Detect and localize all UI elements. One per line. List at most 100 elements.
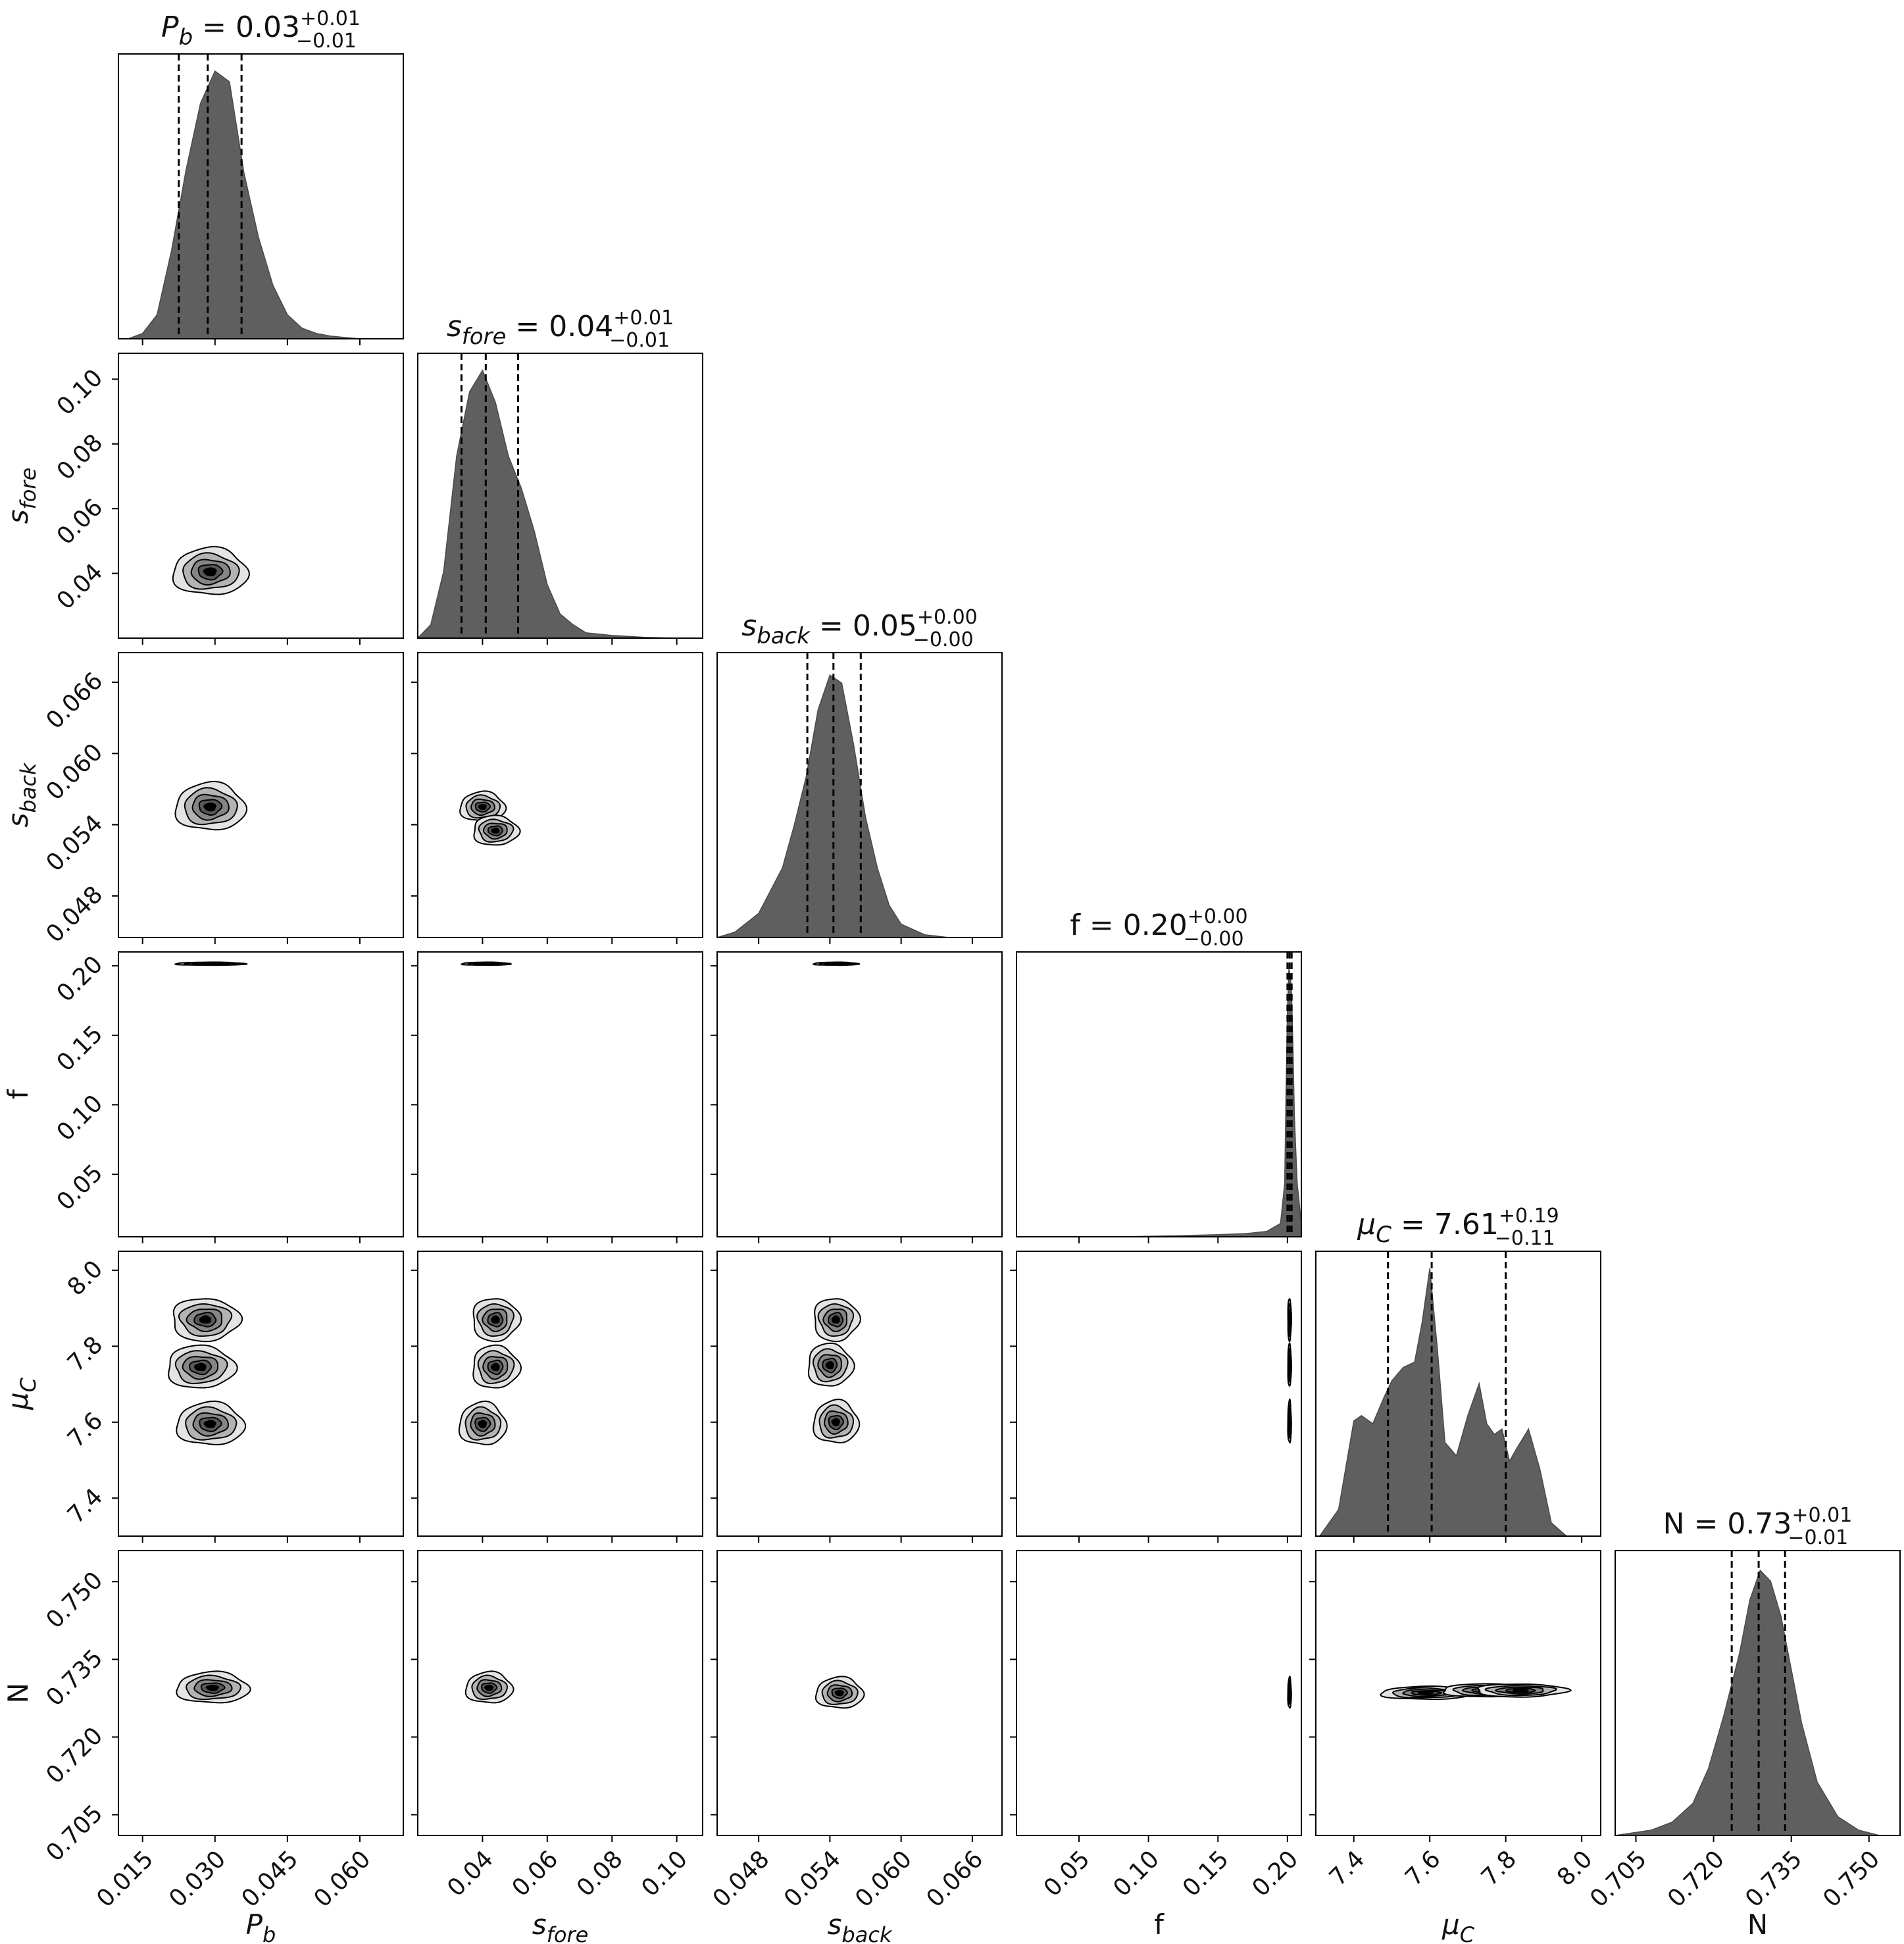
contour-panel-pb-n: 0.015 0.030 0.045 0.060 0.705 0.720 0.735 0.750: [41, 1550, 404, 1912]
contour-panel-f-n: 0.05 0.10 0.15 0.20: [1010, 1550, 1304, 1902]
x-tick-n-0: 0.705: [1585, 1845, 1652, 1912]
contour-sback-n-peak0-level4: [834, 1689, 844, 1697]
hist-panel-f: [1016, 951, 1302, 1243]
y-axis-label-sfore: sfore: [2, 468, 41, 524]
y-tick-n-1: 0.720: [41, 1722, 108, 1789]
param-title-sfore: sfore = 0.04+0.01 −0.01: [447, 307, 674, 352]
x-tick-f-1: 0.10: [1108, 1845, 1165, 1902]
y-tick-muc-0: 7.4: [63, 1483, 108, 1529]
x-tick-sback-3: 0.066: [921, 1845, 988, 1912]
contour-panel-f-muc: [1010, 1251, 1302, 1543]
y-tick-f-3: 0.20: [52, 951, 109, 1007]
contour-panel-pb-sfore: 0.04 0.06 0.08 0.10: [52, 353, 404, 645]
y-tick-muc-2: 7.8: [63, 1332, 108, 1377]
contour-pb-muc-peak2-level4: [199, 1315, 212, 1324]
x-axis-label-n: N: [1747, 1908, 1768, 1941]
hist-panel-muc: [1315, 1251, 1601, 1543]
y-tick-sfore-1: 0.06: [52, 494, 109, 551]
contour-panel-pb-muc: 7.4 7.6 7.8 8.0: [63, 1251, 404, 1543]
y-axis-label-sback: sback: [2, 762, 41, 827]
histogram-muc: [1318, 1268, 1568, 1536]
x-axis-label-muc: μC: [1441, 1908, 1475, 1944]
y-axis-label-muc: μC: [2, 1377, 41, 1410]
contour-sfore-n-peak0-level4: [484, 1684, 493, 1691]
x-tick-muc-1: 7.6: [1400, 1845, 1445, 1891]
contour-sback-muc-peak2-level4: [831, 1315, 840, 1324]
y-tick-n-2: 0.735: [41, 1645, 108, 1712]
x-tick-n-3: 0.750: [1818, 1845, 1885, 1912]
hist-panel-sback: [716, 652, 1003, 944]
contour-sback-muc-peak0-level4: [831, 1418, 840, 1426]
y-tick-sfore-0: 0.04: [52, 559, 109, 615]
x-axis-label-pb: Pb: [246, 1908, 276, 1944]
contour-muc-n-peak2-level4: [1513, 1688, 1529, 1692]
y-tick-sback-1: 0.054: [41, 810, 108, 877]
param-title-sback: sback = 0.05+0.00 −0.00: [741, 606, 978, 651]
x-axis-label-f: f: [1154, 1908, 1165, 1941]
hist-panel-sfore: [417, 353, 703, 645]
y-tick-sfore-3: 0.10: [52, 364, 109, 421]
hist-panel-n: 0.705 0.720 0.735 0.750: [1585, 1550, 1901, 1912]
contour-muc-n-peak0-level4: [1416, 1691, 1434, 1695]
x-tick-muc-3: 8.0: [1552, 1845, 1597, 1891]
y-tick-sback-3: 0.066: [41, 667, 108, 734]
histogram-n: [1615, 1569, 1880, 1835]
x-axis-label-sback: sback: [828, 1908, 893, 1944]
contour-sback-muc-peak1-level4: [825, 1360, 834, 1370]
x-tick-pb-1: 0.030: [164, 1845, 231, 1912]
x-axis-label-sfore: sfore: [532, 1908, 589, 1944]
x-tick-f-2: 0.15: [1178, 1845, 1234, 1902]
y-tick-sback-0: 0.048: [41, 881, 108, 948]
x-tick-sfore-0: 0.04: [442, 1845, 499, 1902]
y-tick-sback-2: 0.060: [41, 739, 108, 806]
x-tick-sfore-1: 0.06: [507, 1845, 564, 1902]
contour-panel-sfore-n: 0.04 0.06 0.08 0.10: [411, 1550, 703, 1902]
contour-pb-sfore-peak0-level4: [203, 567, 217, 576]
x-tick-f-0: 0.05: [1039, 1845, 1095, 1902]
x-tick-f-3: 0.20: [1247, 1845, 1304, 1902]
x-tick-sback-2: 0.060: [850, 1845, 917, 1912]
x-tick-sback-0: 0.048: [708, 1845, 775, 1912]
x-tick-pb-0: 0.015: [91, 1845, 159, 1912]
y-tick-f-1: 0.10: [52, 1090, 109, 1147]
contour-pb-muc-peak1-level4: [194, 1362, 207, 1372]
contour-pb-n-peak0-level4: [205, 1684, 219, 1691]
contour-panel-sback-f: [711, 951, 1003, 1243]
contour-panel-pb-f: 0.05 0.10 0.15 0.20: [52, 951, 404, 1243]
histogram-pb: [128, 70, 361, 339]
y-tick-f-0: 0.05: [52, 1159, 109, 1216]
contour-sfore-sback-peak1-level4: [491, 827, 500, 834]
y-tick-n-0: 0.705: [41, 1800, 108, 1867]
contour-panel-sfore-sback: [411, 652, 703, 944]
y-tick-sfore-2: 0.08: [52, 429, 109, 486]
param-title-muc: μC = 7.61+0.19 −0.11: [1357, 1205, 1559, 1250]
contour-sfore-muc-peak1-level4: [491, 1362, 500, 1372]
contour-sfore-muc-peak0-level4: [478, 1420, 488, 1428]
histogram-f: [1120, 968, 1301, 1237]
x-tick-muc-0: 7.4: [1324, 1845, 1370, 1891]
contour-pb-sback-peak0-level4: [203, 802, 216, 812]
contour-sfore-sback-peak0-level4: [478, 803, 487, 810]
y-tick-n-3: 0.750: [41, 1567, 108, 1634]
param-title-n: N = 0.73+0.01 −0.01: [1663, 1504, 1853, 1549]
x-tick-pb-3: 0.060: [309, 1845, 376, 1912]
param-title-pb: Pb = 0.03+0.01 −0.01: [161, 7, 361, 53]
y-tick-muc-3: 8.0: [63, 1255, 108, 1301]
x-tick-n-1: 0.720: [1663, 1845, 1730, 1912]
contour-panel-muc-n: 7.4 7.6 7.8 8.0: [1309, 1550, 1601, 1891]
x-tick-pb-2: 0.045: [236, 1845, 303, 1912]
y-axis-label-f: f: [2, 1089, 34, 1099]
x-tick-n-2: 0.735: [1740, 1845, 1807, 1912]
contour-panel-sfore-muc: [411, 1251, 703, 1543]
x-tick-sfore-2: 0.08: [572, 1845, 628, 1902]
y-axis-label-n: N: [2, 1683, 34, 1703]
contour-sfore-muc-peak2-level4: [491, 1315, 500, 1324]
histogram-sfore: [418, 369, 677, 638]
contour-panel-sback-muc: [711, 1251, 1003, 1543]
contour-pb-muc-peak0-level4: [203, 1420, 216, 1428]
hist-panel-pb: [118, 53, 404, 345]
y-tick-muc-1: 7.6: [63, 1407, 108, 1453]
y-tick-f-2: 0.15: [52, 1020, 109, 1077]
